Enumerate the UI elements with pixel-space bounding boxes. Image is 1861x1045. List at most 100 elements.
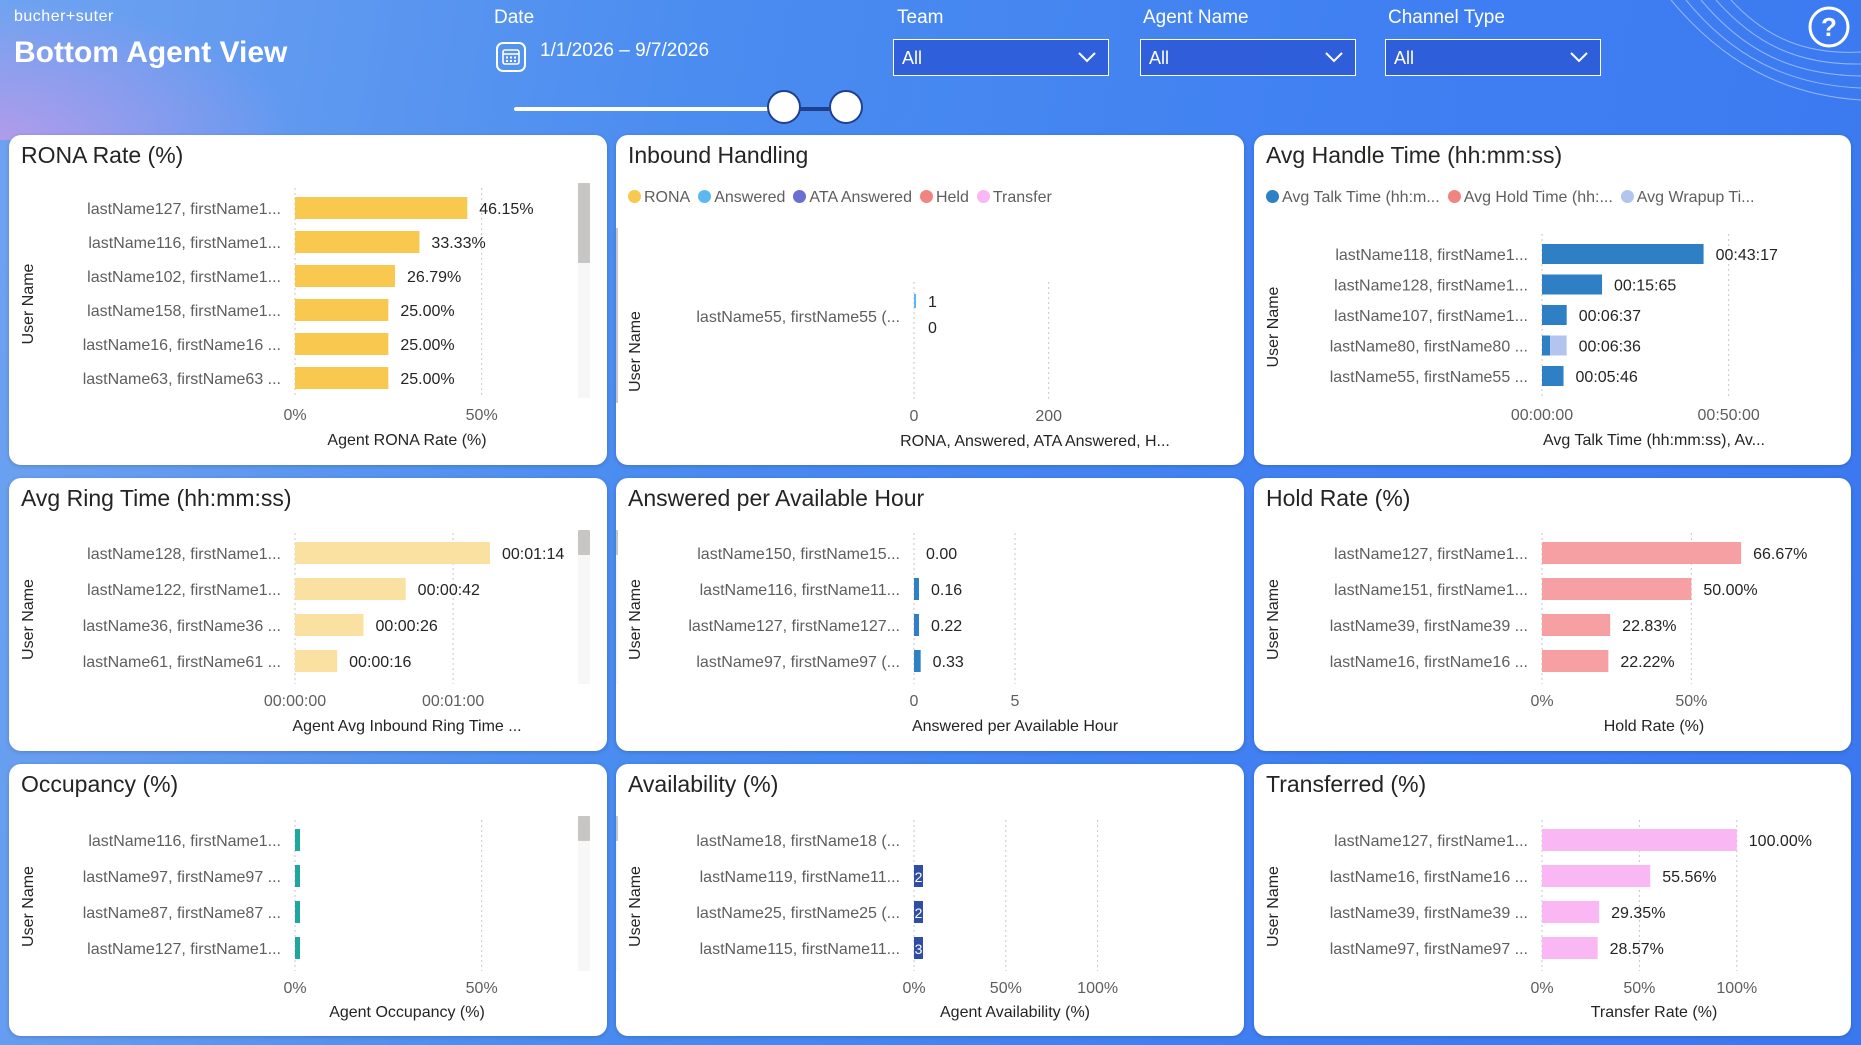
legend-dot-icon [1266, 190, 1279, 203]
transfer-chart: User Name 0% 50% 100% Transfer Rate (%) lastN… [1265, 820, 1812, 1021]
agent-name-dropdown[interactable]: All [1140, 39, 1356, 76]
data-label: 00:01:14 [502, 546, 564, 563]
scrollbar-thumb[interactable] [578, 530, 590, 555]
aht-panel-title: Avg Handle Time (hh:mm:ss) [1266, 142, 1563, 168]
ring-panel[interactable]: Avg Ring Time (hh:mm:ss) User Name 00:00:0… [9, 478, 607, 751]
page-title: Bottom Agent View [14, 36, 288, 69]
aht-legend: Avg Talk Time (hh:m... Avg Hold Time (hh:… [1266, 189, 1762, 207]
bar-wrapup-time[interactable] [1550, 335, 1567, 356]
data-label: 66.67% [1753, 546, 1807, 563]
legend-label: Avg Talk Time (hh:m... [1282, 189, 1440, 206]
bar[interactable] [1542, 937, 1598, 959]
hold-panel[interactable]: Hold Rate (%) User Name 0% 50% Hold Rate (%)… [1254, 478, 1851, 751]
bar[interactable] [295, 299, 389, 321]
availability-panel[interactable]: Availability (%) User Name 0% 50% 100% Agent … [616, 764, 1244, 1036]
legend-item[interactable]: RONA [628, 189, 690, 207]
x-axis-title: Avg Talk Time (hh:mm:ss), Av... [1543, 432, 1765, 449]
scrollbar-track[interactable] [616, 530, 618, 684]
scrollbar-thumb[interactable] [578, 816, 590, 841]
y-axis-title: User Name [1265, 866, 1282, 947]
date-slider-start-handle[interactable] [767, 90, 801, 124]
bar[interactable] [1542, 614, 1611, 636]
date-slider-track[interactable] [514, 107, 784, 111]
data-label: 25.00% [400, 337, 454, 354]
bar[interactable] [914, 901, 923, 923]
bar[interactable] [295, 231, 420, 253]
data-label: 25.00% [400, 303, 454, 320]
channel-type-dropdown-value: All [1394, 48, 1415, 68]
legend-item[interactable]: Avg Talk Time (hh:m... [1266, 189, 1440, 207]
bar[interactable] [295, 937, 300, 959]
bar[interactable] [1542, 542, 1742, 564]
bar[interactable] [1542, 650, 1609, 672]
data-label: 22.83% [1622, 618, 1676, 635]
bar[interactable] [1542, 865, 1651, 887]
category-label: lastName118, firstName1... [1335, 247, 1528, 264]
scrollbar-track[interactable] [578, 816, 590, 971]
scrollbar-track[interactable] [578, 530, 590, 684]
channel-type-dropdown[interactable]: All [1385, 39, 1601, 76]
scrollbar-thumb[interactable] [616, 530, 618, 555]
bar-talk-time[interactable] [1542, 244, 1704, 264]
bar[interactable] [1542, 901, 1600, 923]
team-dropdown[interactable]: All [893, 39, 1109, 76]
bar-answered[interactable] [914, 294, 916, 308]
bar-talk-time[interactable] [1542, 366, 1564, 386]
bar[interactable] [914, 650, 921, 672]
bar[interactable] [295, 614, 364, 636]
date-slider-end-handle[interactable] [829, 90, 863, 124]
category-label: lastName25, firstName25 (... [696, 905, 900, 922]
bar[interactable] [295, 367, 389, 389]
occupancy-panel[interactable]: Occupancy (%) User Name 0% 50% Agent Occupan… [9, 764, 607, 1036]
x-tick-label: 50% [990, 980, 1022, 997]
bar[interactable] [295, 578, 406, 600]
inbound-panel[interactable]: Inbound Handling RONA Answered ATA Answered… [616, 135, 1244, 465]
scrollbar-track[interactable] [616, 816, 618, 971]
legend-item[interactable]: Transfer [976, 189, 1052, 207]
transfer-panel[interactable]: Transferred (%) User Name 0% 50% 100% Transfe… [1254, 764, 1851, 1036]
data-label: 0 [928, 320, 937, 337]
data-label: 55.56% [1662, 869, 1716, 886]
svg-text:?: ? [1821, 12, 1837, 42]
bar[interactable] [295, 650, 338, 672]
bar[interactable] [295, 865, 300, 887]
y-axis-title: User Name [1265, 579, 1282, 660]
bar[interactable] [914, 578, 919, 600]
x-tick-label: 00:00:00 [264, 693, 326, 710]
data-label: 00:43:17 [1716, 247, 1778, 264]
legend-item[interactable]: Avg Hold Time (hh:... [1447, 189, 1613, 207]
bar[interactable] [295, 197, 468, 219]
bar[interactable] [1542, 578, 1692, 600]
bar[interactable] [914, 937, 923, 959]
legend-item[interactable]: Held [919, 189, 969, 207]
x-tick-label: 0% [902, 980, 925, 997]
rona-panel[interactable]: RONA Rate (%) User Name 0% 50% Agent RONA Ra… [9, 135, 607, 465]
bar[interactable] [295, 265, 396, 287]
bar[interactable] [295, 333, 389, 355]
legend-item[interactable]: ATA Answered [793, 189, 912, 207]
scrollbar-thumb[interactable] [616, 228, 618, 403]
bar[interactable] [914, 614, 919, 636]
bar[interactable] [295, 829, 300, 851]
category-label: lastName127, firstName1... [87, 941, 281, 958]
category-label: lastName127, firstName127... [688, 618, 900, 635]
help-icon[interactable]: ? [1807, 5, 1851, 49]
aht-panel[interactable]: Avg Handle Time (hh:mm:ss) Avg Talk Time … [1254, 135, 1851, 465]
legend-item[interactable]: Avg Wrapup Ti... [1620, 189, 1754, 207]
calendar-icon[interactable] [496, 42, 526, 72]
bar-talk-time[interactable] [1542, 305, 1567, 325]
bar[interactable] [295, 542, 491, 564]
bar[interactable] [1542, 829, 1737, 851]
aph-panel[interactable]: Answered per Available Hour User Name 0 5 An… [616, 478, 1244, 751]
x-tick-label: 50% [1623, 980, 1655, 997]
occupancy-panel-title: Occupancy (%) [21, 771, 179, 797]
x-axis-title: Hold Rate (%) [1604, 718, 1704, 735]
bar[interactable] [914, 865, 923, 887]
bar-talk-time[interactable] [1542, 274, 1603, 295]
scrollbar-thumb[interactable] [578, 183, 590, 263]
scrollbar-thumb[interactable] [616, 816, 618, 841]
data-label: 50.00% [1703, 582, 1757, 599]
legend-item[interactable]: Answered [698, 189, 785, 207]
bar-talk-time[interactable] [1542, 335, 1551, 356]
bar[interactable] [295, 901, 300, 923]
